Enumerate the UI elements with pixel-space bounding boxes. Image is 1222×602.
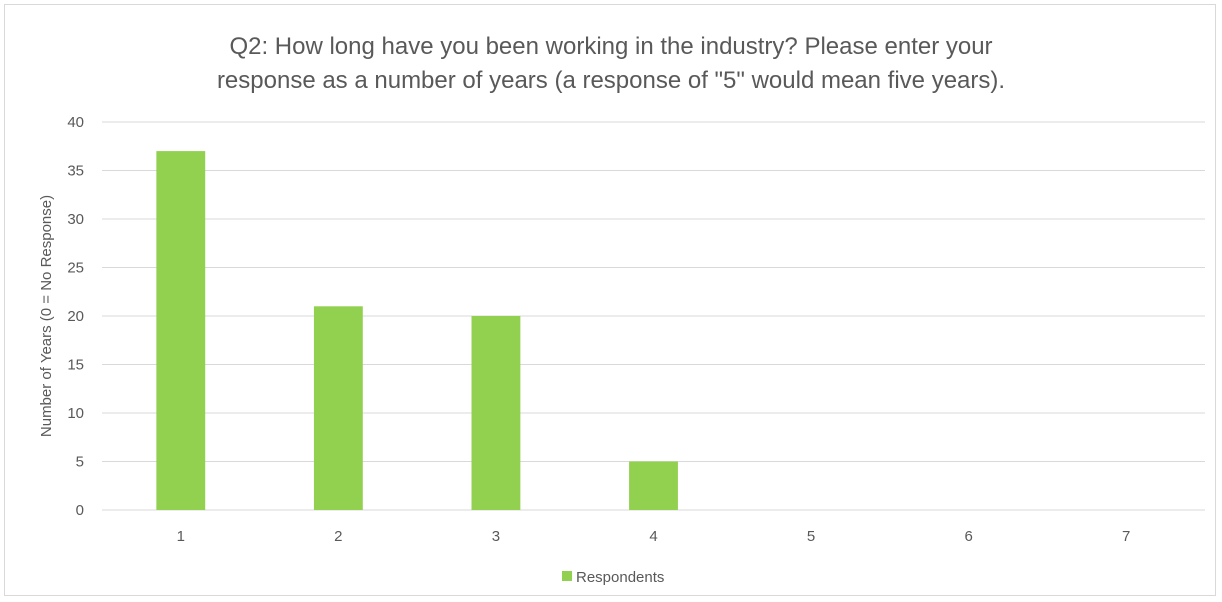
bar-3	[471, 316, 521, 510]
legend-label-respondents: Respondents	[576, 569, 664, 586]
bar-2	[313, 306, 363, 510]
chart-title-line-2: response as a number of years (a respons…	[217, 67, 1005, 94]
x-tick-label: 5	[807, 528, 815, 545]
y-tick-label: 5	[76, 454, 84, 471]
chart-title: Q2: How long have you been working in th…	[217, 33, 1005, 94]
legend: Respondents	[562, 569, 664, 586]
y-tick-label: 30	[67, 211, 84, 228]
x-tick-label: 6	[964, 528, 972, 545]
y-tick-label: 15	[67, 357, 84, 374]
x-tick-label: 7	[1122, 528, 1130, 545]
x-tick-label: 1	[177, 528, 185, 545]
x-axis-ticks: 1 2 3 4 5 6 7	[177, 528, 1131, 545]
x-tick-label: 2	[334, 528, 342, 545]
gridlines	[102, 121, 1205, 511]
chart-title-line-1: Q2: How long have you been working in th…	[229, 33, 992, 60]
bars	[156, 151, 678, 510]
y-tick-label: 40	[67, 114, 84, 131]
y-axis-ticks: 0 5 10 15 20 25 30 35 40	[67, 114, 84, 519]
x-tick-label: 3	[492, 528, 500, 545]
x-tick-label: 4	[649, 528, 657, 545]
bar-4	[629, 461, 678, 510]
y-tick-label: 0	[76, 502, 84, 519]
y-tick-label: 20	[67, 308, 84, 325]
bar-1	[156, 151, 206, 510]
y-tick-label: 25	[67, 260, 84, 277]
y-axis-title: Number of Years (0 = No Response)	[38, 195, 55, 437]
y-tick-label: 35	[67, 163, 84, 180]
legend-swatch-respondents	[562, 571, 572, 581]
chart-frame	[4, 4, 1216, 596]
y-tick-label: 10	[67, 405, 84, 422]
